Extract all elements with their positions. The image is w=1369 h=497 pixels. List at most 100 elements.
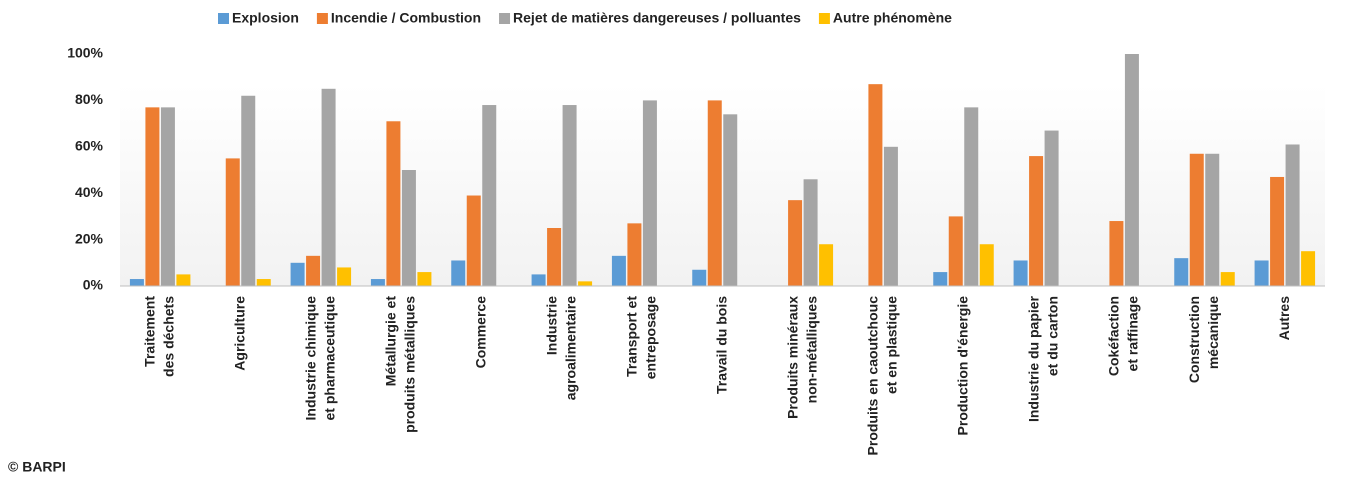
bar	[417, 272, 432, 286]
legend-swatch	[818, 13, 830, 24]
bar	[578, 281, 593, 286]
x-tick-label: Transport et entreposage	[623, 296, 658, 380]
bar	[1254, 260, 1269, 286]
bar	[819, 244, 834, 286]
x-tick-label-line: Industrie du papier	[1025, 295, 1041, 422]
legend-label: Autre phénomène	[833, 10, 952, 26]
bar	[129, 279, 144, 286]
bar	[256, 279, 271, 286]
bar	[1285, 144, 1300, 286]
source: © BARPI	[8, 459, 66, 475]
bar	[1205, 153, 1220, 286]
bar	[225, 158, 240, 286]
bar	[1301, 251, 1316, 286]
bar	[642, 100, 657, 287]
bar	[547, 228, 562, 286]
x-tick-label-line: Travail du bois	[713, 296, 729, 394]
x-tick-label: Produits minéraux non-métalliques	[784, 296, 819, 419]
bar	[401, 170, 416, 286]
x-tick-label-line: et en plastique	[883, 296, 899, 394]
bar	[176, 274, 191, 286]
bar	[979, 244, 994, 286]
x-tick-label: Autres	[1276, 296, 1292, 341]
x-tick-label-line: et raffinage	[1124, 296, 1140, 372]
bar	[707, 100, 722, 287]
bar	[531, 274, 546, 286]
x-tick-label-line: agroalimentaire	[562, 296, 578, 400]
y-tick-label: 0%	[83, 277, 104, 293]
x-tick-label-line: mécanique	[1205, 296, 1221, 369]
bar	[1029, 156, 1044, 286]
bar	[723, 114, 738, 286]
x-tick-label: Travail du bois	[713, 296, 729, 394]
bar	[627, 223, 642, 286]
bar	[1270, 176, 1285, 286]
x-tick-label: Construction mécanique	[1186, 296, 1221, 383]
x-tick-label: Industrie agroalimentaire	[543, 296, 578, 400]
bar	[1124, 54, 1139, 286]
bar	[1174, 258, 1189, 286]
x-tick-label: Agriculture	[231, 296, 247, 371]
bar	[964, 107, 979, 286]
x-tick-label: Production d'énergie	[954, 296, 970, 436]
x-tick-label: Produits en caoutchouc et en plastique	[864, 296, 899, 456]
bar	[611, 255, 626, 286]
bar	[948, 216, 963, 286]
bar	[1044, 130, 1059, 286]
bar	[1109, 221, 1124, 286]
x-tick-label-line: Industrie	[543, 296, 559, 355]
y-tick-label: 80%	[75, 91, 104, 107]
bar	[1220, 272, 1235, 286]
x-tick-label-line: Industrie chimique	[302, 296, 318, 421]
bar	[933, 272, 948, 286]
x-tick-label: Métallurgie et produits métalliques	[382, 296, 417, 433]
bar	[1013, 260, 1028, 286]
bar	[466, 195, 481, 286]
bar	[1189, 153, 1204, 286]
legend-label: Incendie / Combustion	[331, 10, 481, 26]
y-tick-label: 60%	[75, 138, 104, 154]
x-tick-label: Commerce	[472, 296, 488, 369]
x-tick-label-line: Commerce	[472, 296, 488, 369]
y-tick-label: 40%	[75, 184, 104, 200]
x-tick-label-line: Produits minéraux	[784, 296, 800, 419]
legend-swatch	[499, 13, 511, 24]
y-tick-label: 20%	[75, 230, 104, 246]
x-tick-label-line: Autres	[1276, 296, 1292, 341]
bar	[788, 200, 803, 286]
x-tick-label-line: non-métalliques	[803, 296, 819, 404]
bar	[803, 179, 818, 286]
y-tick-label: 100%	[67, 45, 103, 61]
x-tick-label: Industrie du papier et du carton	[1025, 295, 1060, 422]
x-tick-label-line: produits métalliques	[401, 296, 417, 433]
x-tick-label-line: Agriculture	[231, 296, 247, 371]
x-tick-label-line: Cokéfaction	[1105, 296, 1121, 376]
legend-swatch	[218, 13, 229, 24]
legend-label: Explosion	[232, 10, 299, 26]
bar	[241, 95, 256, 286]
bar	[386, 121, 401, 286]
x-tick-label-line: et pharmaceutique	[321, 296, 337, 421]
x-tick-label-line: Construction	[1186, 296, 1202, 383]
bar	[868, 84, 883, 286]
bar	[337, 267, 352, 286]
plot-background	[120, 84, 1325, 286]
x-tick-label-line: Métallurgie et	[382, 296, 398, 387]
legend-swatch	[316, 13, 328, 24]
legend-label: Rejet de matières dangereuses / polluant…	[513, 10, 801, 26]
x-tick-label: Traitement des déchets	[141, 296, 176, 377]
bar	[451, 260, 466, 286]
bar	[692, 269, 707, 286]
bar	[562, 105, 577, 286]
x-tick-label-line: Traitement	[141, 296, 157, 367]
x-tick-label-line: des déchets	[160, 296, 176, 377]
x-tick-label: Industrie chimique et pharmaceutique	[302, 296, 337, 421]
bar	[306, 255, 321, 286]
x-tick-label: Cokéfaction et raffinage	[1105, 296, 1140, 376]
x-tick-label-line: et du carton	[1044, 296, 1060, 376]
bar	[321, 88, 336, 286]
x-tick-label-line: Production d'énergie	[954, 296, 970, 436]
bar	[370, 279, 385, 286]
bar	[160, 107, 175, 286]
